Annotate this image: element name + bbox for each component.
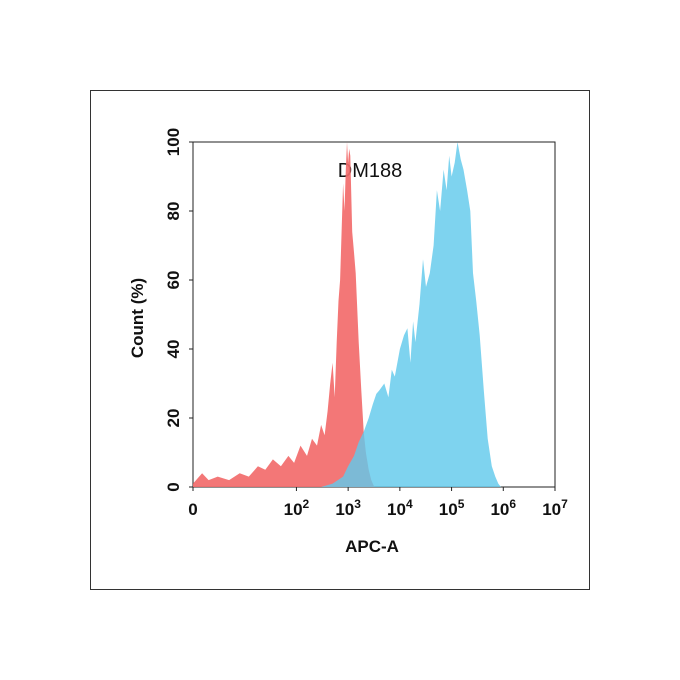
y-tick-label: 80 (164, 202, 183, 221)
x-tick-label: 102 (284, 497, 310, 519)
y-tick-label: 0 (164, 482, 183, 491)
x-tick-label: 107 (542, 497, 568, 519)
chart-title: DM188 (338, 160, 402, 182)
x-tick-label: 103 (335, 497, 361, 519)
x-tick-label: 106 (490, 497, 516, 519)
x-tick-label: 104 (387, 497, 413, 519)
y-tick-label: 60 (164, 271, 183, 290)
y-tick-label: 20 (164, 409, 183, 428)
x-tick-label: 0 (188, 500, 197, 519)
y-tick-label: 100 (164, 128, 183, 156)
x-tick-label: 105 (439, 497, 465, 519)
y-tick-label: 40 (164, 340, 183, 359)
y-axis-label: Count (%) (128, 278, 147, 358)
series-area-2 (321, 142, 513, 487)
x-axis-label: APC-A (345, 537, 399, 556)
series-area-1 (193, 142, 375, 487)
